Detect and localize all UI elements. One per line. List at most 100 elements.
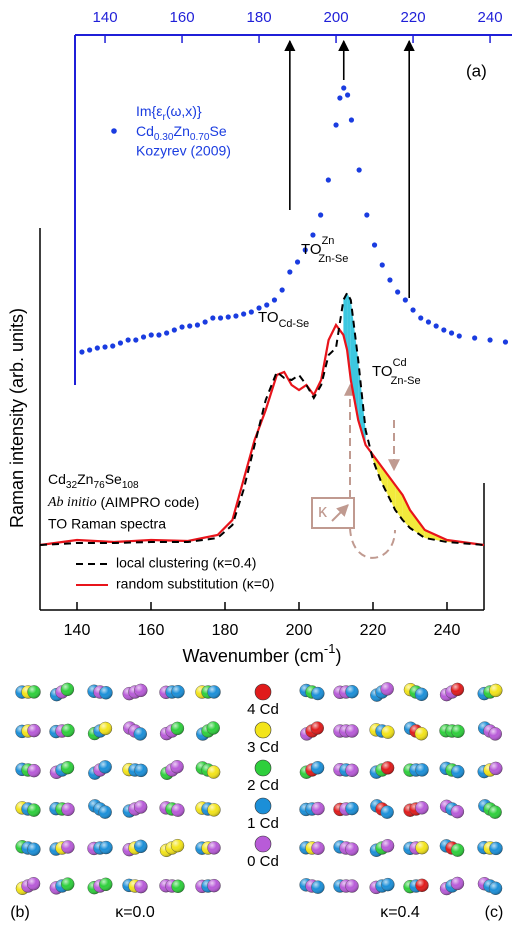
atom-shine [134, 880, 148, 894]
atom-shine [451, 724, 465, 738]
data-point [410, 307, 416, 313]
data-point [140, 334, 147, 340]
atom-shine [311, 880, 325, 894]
data-point [225, 314, 231, 320]
data-point [433, 323, 439, 329]
legend-dot [111, 128, 117, 134]
atom-shine [98, 721, 112, 735]
atom-shine [415, 763, 429, 777]
atom-shine [489, 683, 503, 697]
atom-shine [170, 721, 184, 735]
data-point [79, 349, 85, 355]
legend-label: random substitution (κ=0) [116, 576, 274, 592]
data-point [156, 332, 162, 338]
atom-shine [489, 761, 503, 775]
legend-label: 4 Cd [247, 701, 279, 718]
data-point [233, 313, 239, 319]
atom-shine [451, 843, 465, 857]
atom-shine [381, 761, 395, 775]
atom-shine [61, 877, 75, 891]
text-part: Zn [77, 471, 93, 487]
atom-shine [207, 841, 221, 855]
text-part: Cd [393, 357, 407, 369]
atom-shine [27, 877, 41, 891]
text-part: Zn [322, 235, 335, 247]
data-point [364, 212, 370, 218]
atom-shine [99, 686, 113, 700]
atom-shine [345, 802, 359, 816]
atom-shine [451, 765, 465, 779]
atom-shine [134, 800, 148, 814]
text-part: Ab initio [47, 495, 97, 510]
y-axis-label: Raman intensity (arb. units) [7, 308, 27, 528]
atom-shine [27, 764, 41, 778]
text-part: r [162, 112, 166, 123]
x-tick-label: 240 [478, 9, 503, 26]
atom-shine [489, 881, 503, 895]
legend-sphere [254, 759, 272, 777]
data-point [171, 327, 177, 333]
series-line [39, 322, 485, 547]
data-point [264, 302, 270, 308]
annotation: Cd32Zn76Se108 [48, 471, 139, 491]
atom-shine [381, 725, 395, 739]
data-point [294, 259, 301, 265]
atom-shine [345, 724, 359, 738]
difference-fill [402, 495, 410, 528]
data-point [371, 242, 378, 248]
data-point [318, 212, 324, 218]
data-point [387, 277, 393, 283]
data-point [87, 347, 93, 353]
x-tick-label: 140 [64, 622, 91, 639]
text-part: TO [258, 309, 279, 326]
data-point [187, 323, 193, 329]
legend-label: Kozyrev (2009) [136, 143, 231, 159]
x-tick-label: 200 [324, 9, 349, 26]
atom-shine [311, 802, 325, 816]
legend-label: Cd0.30Zn0.70Se [136, 123, 227, 143]
x-tick-label: 160 [170, 9, 195, 26]
atom-shine [345, 842, 359, 856]
atom-shine [207, 879, 221, 893]
text-part: Se [210, 123, 227, 139]
x-tick-label: 180 [247, 9, 272, 26]
text-part: Zn [174, 123, 190, 139]
annotation: Ab initio (AIMPRO code) [47, 494, 199, 511]
atom-shine [381, 878, 395, 892]
panel-kappa: κ=0.4 [380, 904, 420, 921]
atom-shine [171, 879, 185, 893]
dashed-loop [349, 527, 396, 559]
x-axis-label: Wavenumber (cm-1) [183, 641, 342, 666]
text-part: -1 [324, 641, 336, 656]
text-part: 0.70 [190, 132, 210, 143]
data-point [441, 327, 447, 333]
legend-label: 0 Cd [247, 853, 279, 870]
panel-label: (b) [10, 904, 30, 921]
data-point [117, 340, 124, 346]
data-point [395, 289, 401, 295]
x-tick-label: 220 [360, 622, 387, 639]
difference-fill [347, 293, 351, 380]
kappa-arrow [331, 504, 349, 522]
atom-shine [134, 839, 148, 853]
atom-shine [450, 682, 464, 696]
data-point [125, 337, 131, 343]
atom-shine [345, 685, 359, 699]
legend-label: 2 Cd [247, 777, 279, 794]
data-point [425, 319, 432, 325]
data-point [241, 311, 247, 317]
text-part: Wavenumber (cm [183, 646, 324, 666]
atom-shine [207, 803, 221, 817]
data-point [102, 344, 108, 350]
atom-shine [415, 801, 429, 815]
atom-shine [171, 685, 185, 699]
data-point [344, 92, 351, 98]
legend-sphere [254, 721, 272, 739]
atom-shine [99, 877, 113, 891]
legend-label: 3 Cd [247, 739, 279, 756]
data-point [148, 332, 154, 338]
data-point [94, 345, 100, 351]
panel-kappa: κ=0.0 [115, 904, 155, 921]
atom-shine [489, 841, 503, 855]
atom-shine [27, 803, 41, 817]
